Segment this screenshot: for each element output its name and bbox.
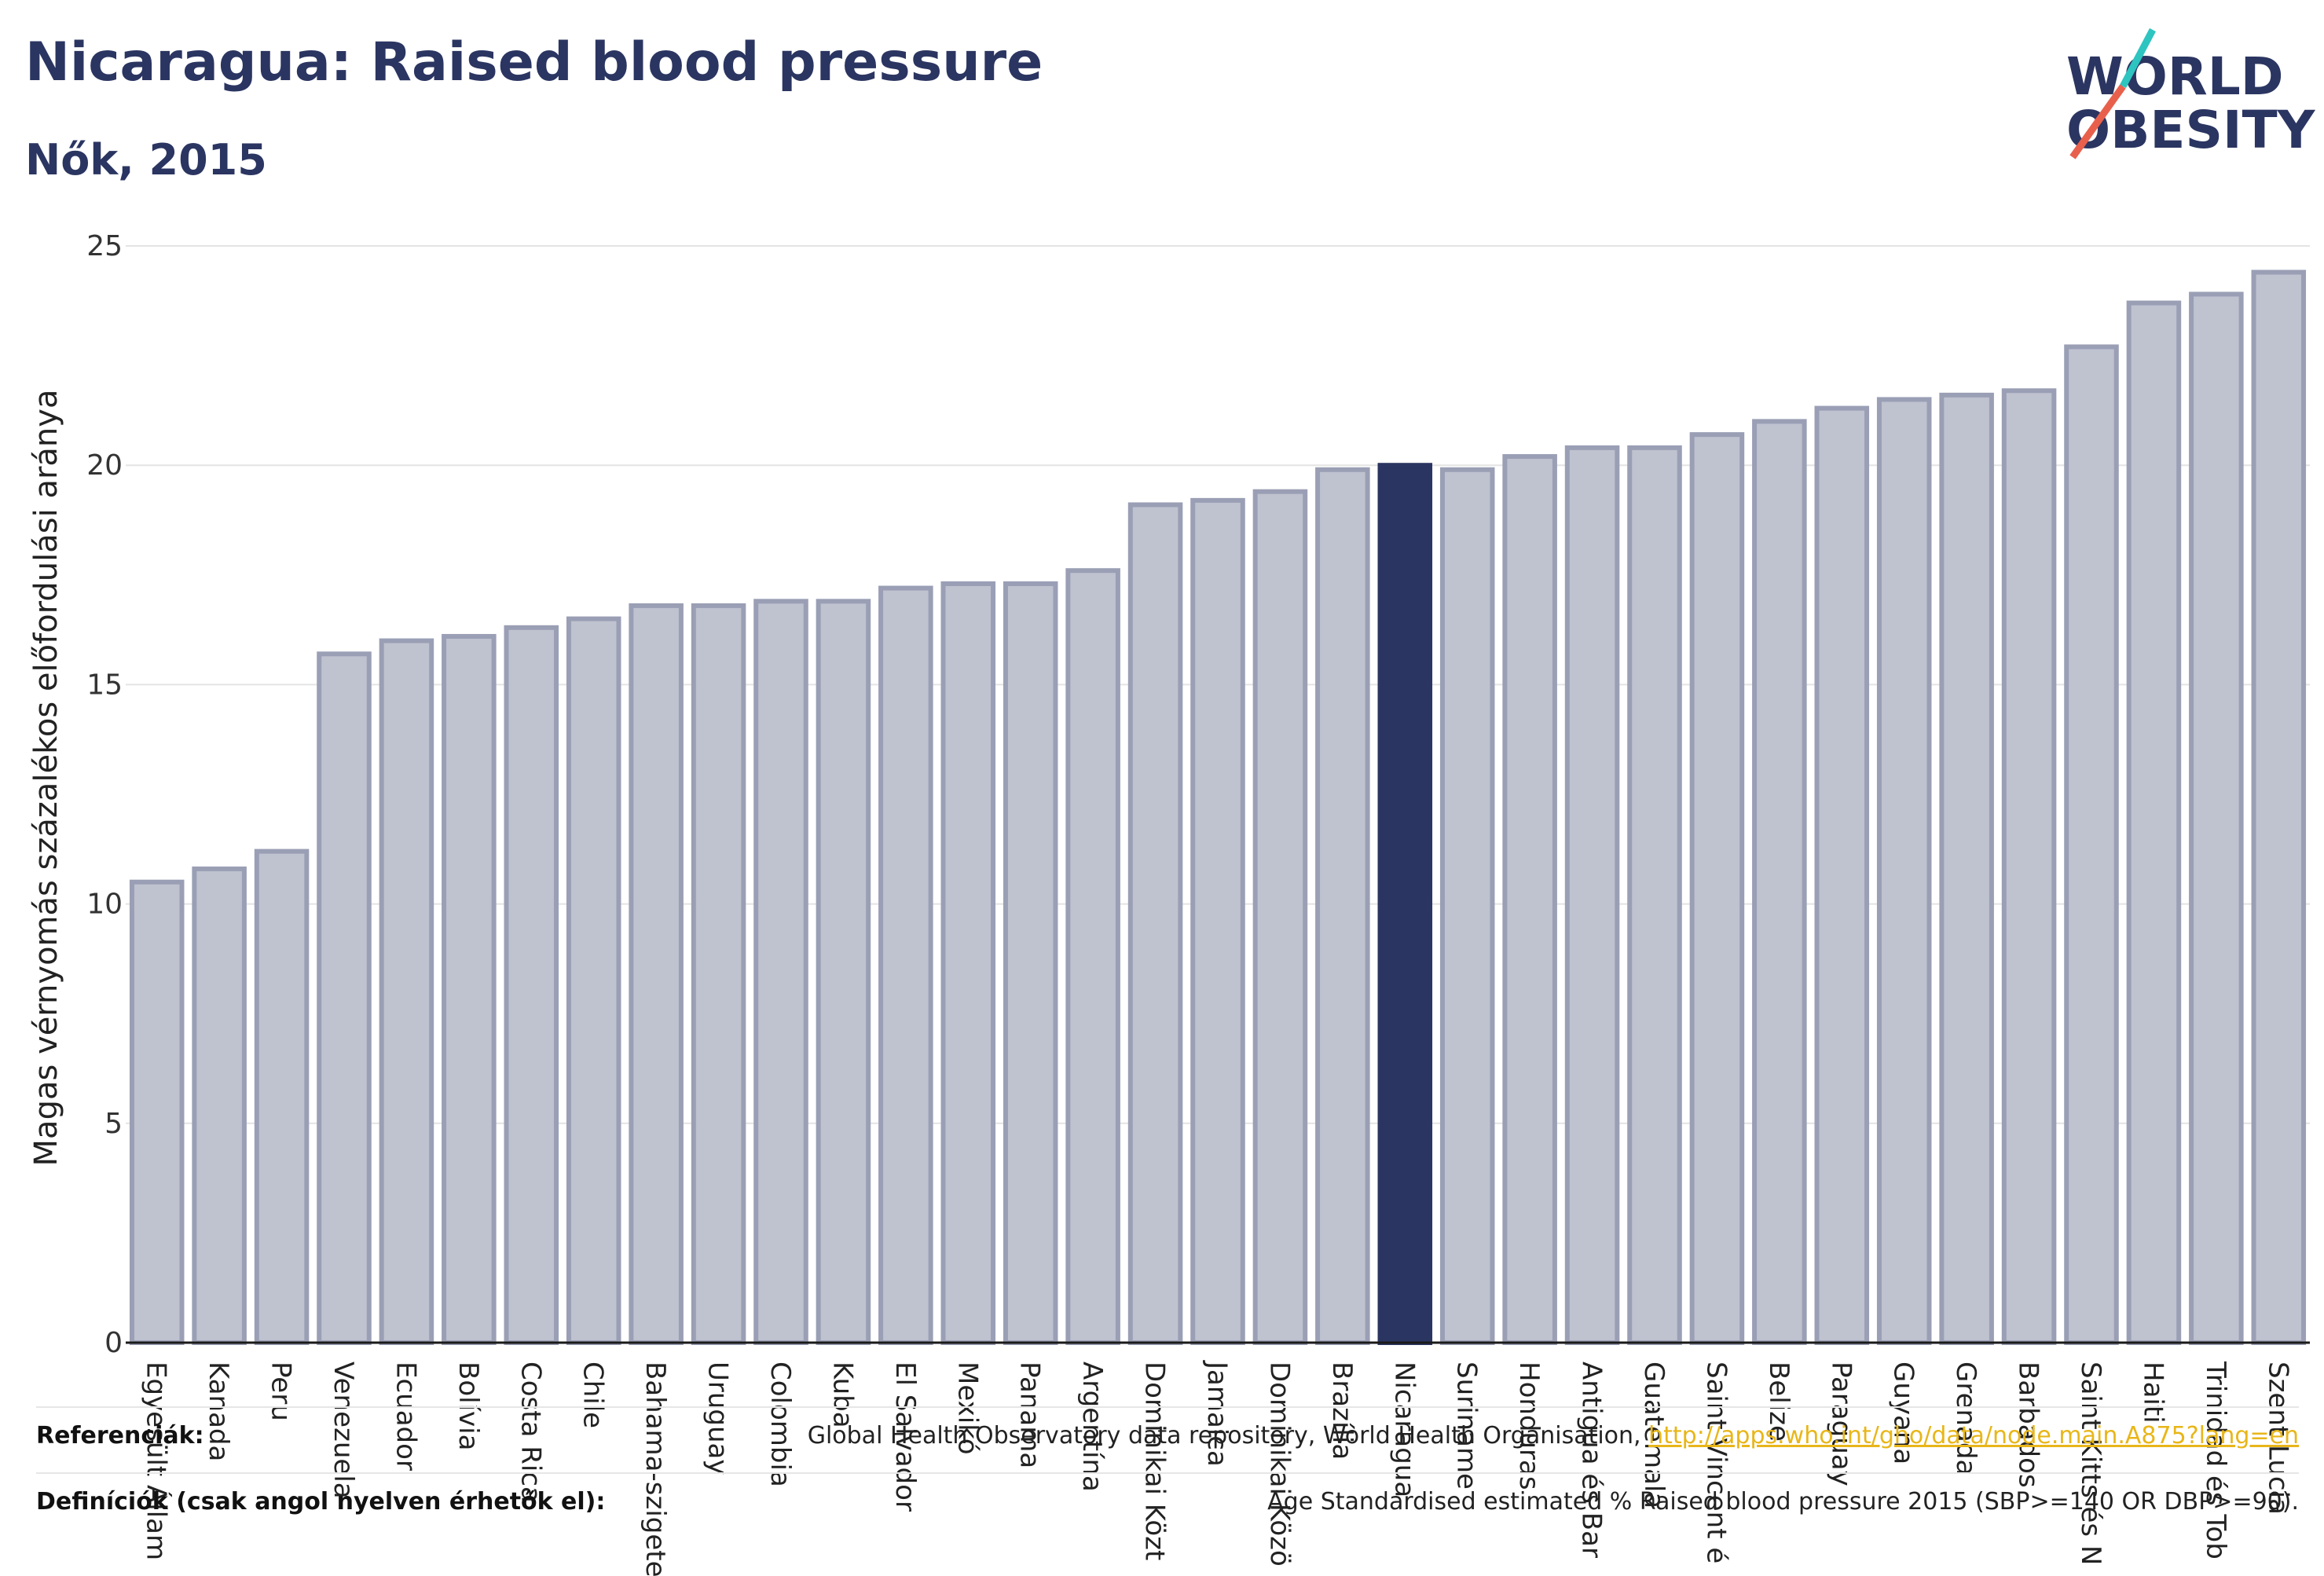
y-tick-label: 20 — [86, 449, 123, 482]
bar — [566, 616, 621, 1345]
bar — [1627, 445, 1682, 1345]
bar — [2064, 344, 2119, 1345]
x-tick-label: Chile — [577, 1362, 609, 1428]
x-tick-label: Honduras — [1513, 1362, 1545, 1490]
bar — [629, 603, 684, 1345]
x-tick-label: Egyesült Állam — [141, 1362, 173, 1560]
x-tick-label: Haiti — [2137, 1362, 2168, 1424]
y-tick-label: 5 — [104, 1108, 123, 1140]
definitions-label: Definíciók (csak angol nyelven érhetők e… — [36, 1487, 606, 1516]
definitions-text: Age Standardised estimated % Raised bloo… — [1267, 1487, 2299, 1516]
x-tick-label: Venezuela — [328, 1362, 359, 1499]
bar — [816, 599, 871, 1345]
references-text: Global Health Observatory data repositor… — [633, 1422, 2299, 1450]
x-tick-label: Peru — [266, 1362, 297, 1421]
x-tick-label: Brazília — [1326, 1362, 1358, 1460]
bar — [2001, 388, 2057, 1346]
chart-subtitle: Nők, 2015 — [25, 135, 267, 185]
x-tick-label: Costa Rica — [515, 1362, 546, 1503]
y-axis-ticks: 0 5 10 15 20 25 — [86, 230, 123, 1359]
x-tick-label: Trinidad és Tob — [2200, 1361, 2231, 1560]
bars — [129, 269, 2307, 1346]
bar — [504, 625, 559, 1345]
x-tick-label: Paraguay — [1825, 1362, 1857, 1486]
bar — [1003, 581, 1058, 1345]
bar — [254, 848, 310, 1346]
y-axis-label: Magas vérnyomás százalékos előfordulási … — [28, 390, 64, 1167]
logo-accent-teal — [2120, 27, 2156, 89]
bar — [317, 651, 372, 1345]
bar — [1689, 432, 1745, 1345]
references-source: Global Health Observatory data repositor… — [807, 1421, 1641, 1450]
bar — [1190, 497, 1245, 1346]
references-row: Referenciák: Global Health Observatory d… — [36, 1406, 2299, 1463]
bar — [192, 866, 247, 1345]
x-tick-label: Argentína — [1076, 1362, 1108, 1492]
bar — [1564, 445, 1620, 1345]
bar — [2189, 291, 2244, 1346]
bar — [1439, 467, 1495, 1345]
x-tick-label: El Salvador — [889, 1362, 921, 1512]
bar — [1127, 502, 1183, 1345]
x-tick-label: Colombia — [764, 1362, 796, 1487]
bar — [442, 633, 497, 1345]
bar — [1752, 419, 1807, 1345]
x-tick-label: Jamaica — [1201, 1360, 1233, 1467]
y-tick-label: 25 — [86, 230, 123, 262]
references-link[interactable]: http://apps.who.int/gho/data/node.main.A… — [1648, 1421, 2299, 1450]
x-tick-label: Szent Lucia — [2262, 1362, 2293, 1515]
bar — [2126, 300, 2182, 1345]
x-tick-label: Dominikai Közö — [1263, 1362, 1295, 1567]
logo-accent-coral — [2069, 84, 2126, 159]
bar — [691, 603, 746, 1345]
x-tick-label: Bolívia — [453, 1362, 484, 1450]
x-tick-label: Nicaragua — [1388, 1362, 1420, 1497]
x-tick-label: Saint Kitts és N — [2075, 1362, 2106, 1565]
bar — [878, 585, 933, 1345]
footer: Referenciák: Global Health Observatory d… — [0, 1406, 2324, 1576]
x-tick-label: Uruguay — [702, 1362, 734, 1475]
y-tick-label: 0 — [104, 1327, 123, 1359]
definitions-row: Definíciók (csak angol nyelven érhetők e… — [36, 1472, 2299, 1529]
y-tick-label: 10 — [86, 889, 123, 921]
world-obesity-logo: WORLD OBESITY — [2051, 24, 2318, 165]
bar — [753, 599, 808, 1345]
x-tick-label: Kanada — [203, 1362, 234, 1461]
bar — [1252, 489, 1308, 1345]
y-tick-label: 15 — [86, 669, 123, 701]
x-tick-label: Saint Vincent é — [1700, 1362, 1732, 1563]
bar — [1939, 392, 1994, 1346]
x-axis-ticks: Egyesült Állam Kanada Peru Venezuela Ecuador… — [141, 1360, 2294, 1576]
x-tick-label: Barbados — [2013, 1362, 2044, 1488]
bar — [1315, 467, 1370, 1345]
x-tick-label: Guyana — [1888, 1362, 1919, 1464]
x-tick-label: Antigua és Bar — [1576, 1362, 1607, 1558]
x-tick-label: Suriname — [1451, 1362, 1483, 1490]
bar — [1502, 454, 1557, 1345]
x-tick-label: Ecuador — [390, 1362, 421, 1471]
x-tick-label: Grenada — [1950, 1362, 1981, 1475]
bar — [1876, 397, 1932, 1346]
x-tick-label: Mexikó — [951, 1362, 983, 1455]
bar — [1065, 568, 1120, 1345]
x-tick-label: Bahama-szigetek — [640, 1362, 671, 1576]
chart-title: Nicaragua: Raised blood pressure — [25, 31, 1043, 93]
bar — [2251, 269, 2307, 1345]
bar-highlight — [1377, 463, 1433, 1346]
bar — [940, 581, 996, 1345]
bar — [379, 638, 434, 1345]
x-tick-label: Belize — [1763, 1362, 1794, 1442]
x-tick-label: Dominikai Közt — [1139, 1362, 1171, 1560]
logo-line1: WORLD — [2066, 46, 2284, 107]
x-tick-label: Kuba — [827, 1362, 858, 1428]
bar — [129, 879, 185, 1346]
x-tick-label: Guatemala — [1638, 1362, 1670, 1508]
x-tick-label: Panama — [1014, 1362, 1046, 1468]
bar — [1814, 405, 1870, 1345]
references-label: Referenciák: — [36, 1421, 204, 1450]
